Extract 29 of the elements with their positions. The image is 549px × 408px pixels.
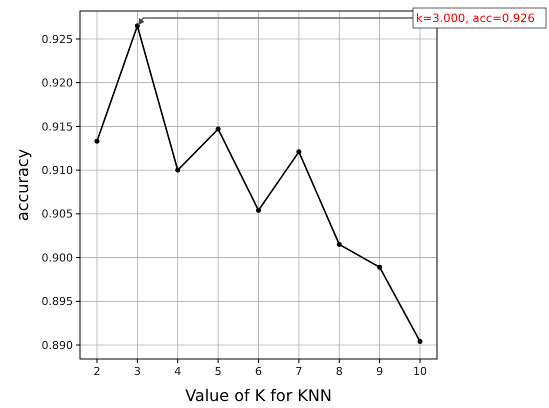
x-axis-title: Value of K for KNN (185, 386, 332, 405)
x-tick-label: 2 (93, 365, 100, 378)
point (296, 149, 302, 154)
y-tick-label: 0.915 (42, 120, 73, 134)
x-tick-label: 9 (376, 365, 384, 378)
y-tick-label: 0.895 (42, 295, 73, 308)
x-tick-label: 4 (174, 365, 182, 378)
x-tick-label: 10 (413, 365, 428, 378)
x-tick-label: 8 (336, 365, 343, 378)
point (94, 138, 100, 144)
y-tick-label: 0.910 (42, 164, 73, 177)
point (134, 23, 140, 28)
y-axis-title: accuracy (13, 148, 32, 222)
point (418, 339, 423, 344)
x-tick-label: 6 (255, 365, 262, 378)
x-tick-label: 7 (295, 365, 302, 378)
x-tick-label: 3 (134, 365, 141, 378)
point (216, 126, 221, 132)
y-tick-label: 0.900 (42, 251, 73, 264)
y-tick-label: 0.920 (42, 76, 73, 90)
y-tick-label: 0.925 (42, 32, 73, 46)
x-tick-label: 5 (214, 365, 222, 378)
annotation: k=3.000, acc=0.926 (416, 11, 535, 26)
point (377, 264, 382, 270)
point (256, 208, 261, 213)
point (175, 168, 180, 173)
y-tick-label: 0.890 (42, 338, 73, 352)
y-tick-label: 0.905 (42, 208, 73, 221)
point (336, 242, 342, 247)
